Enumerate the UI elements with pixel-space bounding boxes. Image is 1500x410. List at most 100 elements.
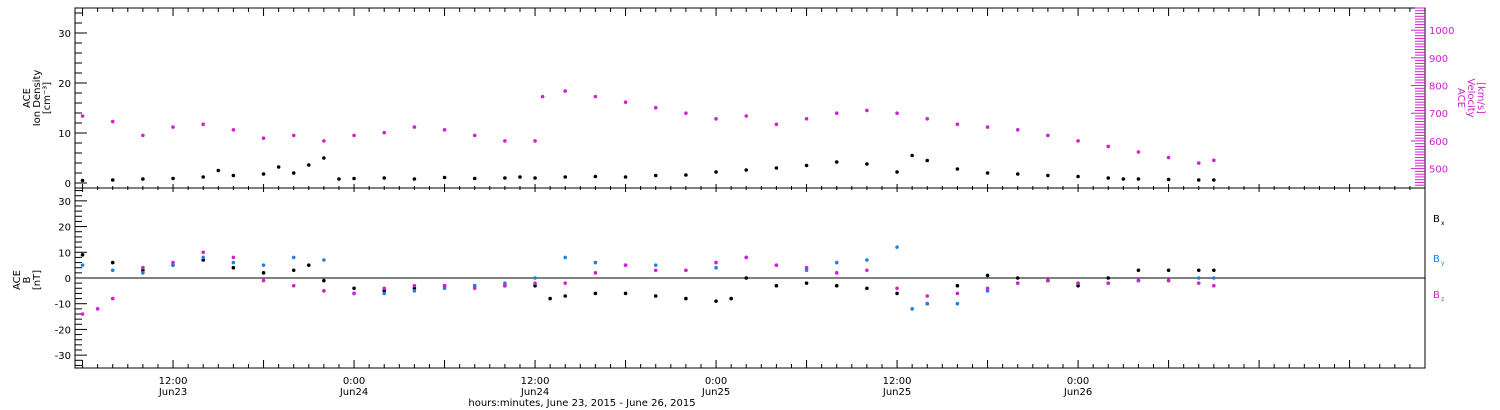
velocity-tick-label: 600: [1429, 137, 1448, 148]
velocity-point: [804, 116, 809, 121]
bz-point: [352, 291, 356, 296]
by-point: [985, 289, 990, 293]
bx-point: [804, 281, 809, 285]
field-tick-label: 20: [58, 223, 71, 234]
velocity-point: [231, 128, 236, 132]
ion-density-point: [985, 171, 990, 175]
velocity-point: [1166, 155, 1171, 160]
bx-point: [985, 273, 990, 278]
time-tick-label: 12:00: [521, 376, 550, 387]
bz-point: [201, 250, 206, 255]
ion-density-point: [865, 162, 869, 166]
bz-point: [684, 268, 688, 273]
bx-point: [1166, 268, 1171, 273]
by-point: [834, 260, 839, 265]
by-point: [895, 245, 899, 249]
ion-density-point: [684, 173, 688, 177]
bz-point: [1076, 281, 1080, 285]
velocity-point: [684, 111, 688, 116]
ion-density-point: [1015, 172, 1020, 176]
ion-density-point: [442, 175, 447, 180]
velocity-tick-label: 1000: [1429, 26, 1454, 37]
by-point: [593, 260, 598, 265]
velocity-point: [171, 125, 175, 129]
density-velocity-panel: 0 10 20 30 500 600 700 800 900 1000 ACE Ion Dens…: [22, 7, 1486, 190]
ion-density-point: [261, 172, 266, 176]
bz-point: [382, 286, 387, 291]
bz-point: [80, 312, 85, 316]
time-tick-date: Jun26: [1063, 387, 1092, 398]
by-point: [865, 258, 869, 262]
velocity-point: [533, 139, 537, 143]
ion-density-point: [1076, 174, 1080, 179]
velocity-tick-label: 900: [1429, 54, 1448, 65]
time-tick-label: 0:00: [705, 376, 727, 387]
ion-density-point: [276, 165, 281, 169]
time-tick-date: Jun24: [339, 387, 368, 398]
bz-point: [110, 296, 115, 301]
field-tick-label: 0: [65, 274, 71, 285]
time-tick-date: Jun25: [701, 387, 730, 398]
bz-point: [231, 255, 236, 260]
velocity-point: [1196, 161, 1201, 165]
by-point: [925, 301, 930, 306]
ion-density-point: [744, 168, 749, 172]
legend-bz: B: [1433, 290, 1440, 301]
ion-density-point: [774, 166, 779, 170]
bx-point: [714, 299, 718, 303]
ion-density-point: [503, 176, 507, 180]
legend-bx: B: [1433, 214, 1440, 225]
by-point: [1196, 276, 1201, 280]
bz-point: [774, 263, 779, 267]
velocity-tick-label: 800: [1429, 82, 1448, 93]
by-point: [503, 281, 507, 285]
velocity-point: [653, 105, 658, 110]
bx-point: [533, 283, 537, 288]
ion-density-point: [533, 176, 537, 180]
velocity-point: [503, 139, 507, 143]
ion-density-point: [412, 177, 417, 181]
bz-point: [955, 291, 960, 296]
bx-point: [291, 268, 296, 273]
bx-point: [653, 294, 658, 298]
bx-point: [261, 271, 266, 275]
velocity-point: [744, 114, 749, 118]
field-tick-label: -20: [55, 325, 71, 336]
bx-point: [593, 291, 598, 296]
velocity-point: [1136, 150, 1141, 154]
time-axis: 12:00Jun230:00Jun2412:00Jun240:00Jun2512…: [82, 8, 1426, 398]
by-point: [231, 260, 236, 265]
ion-density-point: [518, 175, 522, 179]
field-tick-label: 10: [58, 248, 71, 259]
ion-density-point: [910, 153, 914, 158]
velocity-point: [141, 133, 145, 138]
ion-density-point: [834, 160, 839, 164]
ion-density-point: [231, 173, 236, 178]
bz-point: [1212, 283, 1216, 288]
bx-point: [895, 291, 899, 296]
velocity-point: [261, 136, 266, 140]
bz-point: [1046, 278, 1050, 283]
density-tick-label: 20: [58, 79, 71, 90]
bz-point: [623, 263, 628, 267]
velocity-tick-label: 500: [1429, 165, 1448, 176]
velocity-point: [925, 116, 930, 121]
ion-density-point: [171, 176, 175, 181]
bz-point: [533, 281, 537, 285]
bx-point: [231, 265, 236, 270]
bz-point: [472, 286, 477, 291]
bx-point: [1196, 268, 1201, 273]
bz-point: [1196, 281, 1201, 285]
by-point: [714, 265, 718, 270]
ion-density-point: [925, 158, 930, 163]
ion-density-point: [804, 163, 809, 168]
ion-density-point: [201, 175, 206, 179]
bx-point: [110, 260, 115, 265]
density-velocity-frame: [74, 7, 1426, 189]
velocity-point: [201, 122, 206, 127]
velocity-point: [985, 125, 990, 129]
bx-point: [1212, 268, 1216, 273]
ion-density-point: [291, 171, 296, 175]
bz-point: [291, 283, 296, 288]
